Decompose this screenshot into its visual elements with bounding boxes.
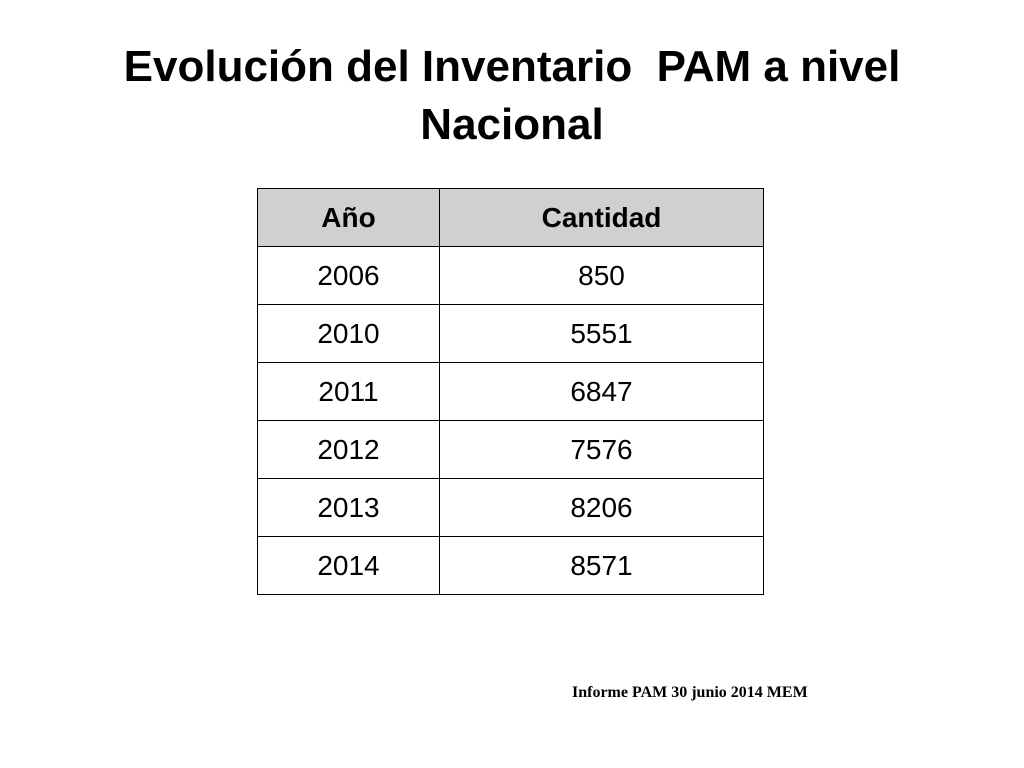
- inventory-table: Año Cantidad 2006 850 2010 5551 2011 6847 2012 7…: [257, 188, 764, 595]
- table-header: Año Cantidad: [257, 188, 764, 247]
- table-row: 2012 7576: [257, 420, 764, 479]
- source-note: Informe PAM 30 junio 2014 MEM: [572, 684, 808, 701]
- table-row: 2006 850: [257, 246, 764, 305]
- quantity-cell: 850: [439, 246, 764, 305]
- year-cell: 2013: [257, 478, 440, 537]
- quantity-cell: 5551: [439, 304, 764, 363]
- table-row: 2013 8206: [257, 478, 764, 537]
- year-cell: 2014: [257, 536, 440, 595]
- year-cell: 2012: [257, 420, 440, 479]
- column-header: Año: [257, 188, 440, 247]
- quantity-cell: 7576: [439, 420, 764, 479]
- column-header: Cantidad: [439, 188, 764, 247]
- quantity-cell: 8206: [439, 478, 764, 537]
- header-row: Año Cantidad: [257, 188, 764, 247]
- table-row: 2011 6847: [257, 362, 764, 421]
- quantity-cell: 8571: [439, 536, 764, 595]
- year-cell: 2006: [257, 246, 440, 305]
- quantity-cell: 6847: [439, 362, 764, 421]
- year-cell: 2010: [257, 304, 440, 363]
- year-cell: 2011: [257, 362, 440, 421]
- table-row: 2010 5551: [257, 304, 764, 363]
- table-row: 2014 8571: [257, 536, 764, 595]
- slide-title: Evolución del Inventario PAM a nivel Nac…: [123, 42, 913, 149]
- table-body: 2006 850 2010 5551 2011 6847 2012 7576 2013 8206 2…: [257, 246, 764, 595]
